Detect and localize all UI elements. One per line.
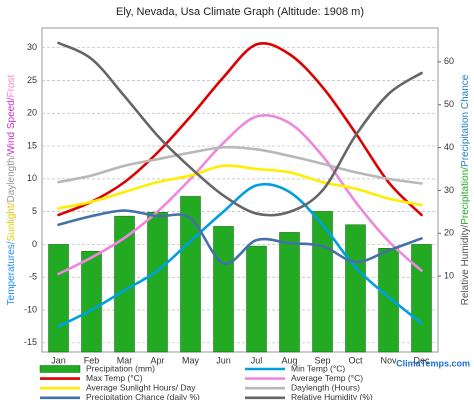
y-axis-label-part: Daylength/ — [6, 154, 17, 202]
legend-label: Min Temp (°C) — [291, 363, 345, 373]
legend-label: Max Temp (°C) — [86, 373, 143, 383]
y-tick-label: 0 — [32, 239, 37, 249]
x-tick-label: Oct — [348, 355, 363, 365]
y-axis-label-part: Temperatures/ — [6, 241, 17, 305]
line — [57, 145, 423, 185]
x-tick-label: May — [182, 355, 200, 365]
bar — [279, 232, 300, 353]
bar — [312, 211, 333, 353]
y-tick-label: -15 — [24, 337, 37, 347]
y2-tick-label: 60 — [444, 56, 454, 66]
y-tick-label: 20 — [27, 108, 37, 118]
line — [57, 164, 423, 210]
plot-area — [41, 27, 439, 353]
legend-label: Precipitation Chance (daily %) — [86, 392, 200, 400]
y2-tick-label: 10 — [444, 271, 454, 281]
x-tick-label: Jul — [251, 355, 263, 365]
y2-axis-label: Relative Humidity/Precipitation/Precipit… — [460, 74, 471, 305]
line — [57, 41, 423, 217]
y-tick-label: 15 — [27, 140, 37, 150]
x-tick-label: Aug — [281, 355, 297, 365]
x-tick-label: Apr — [150, 355, 164, 365]
y2-tick-label: 30 — [444, 185, 454, 195]
bar — [345, 224, 366, 353]
x-tick-label: Mar — [117, 355, 133, 365]
y2-tick-label: 50 — [444, 99, 454, 109]
y2-axis-label-part: Precipitation Chance — [460, 74, 471, 167]
legend-label: Relative Humidity (%) — [291, 392, 373, 400]
y-tick-label: -10 — [24, 304, 37, 314]
y-axis-label: Temperatures/Sunlight/Daylength/Wind Spe… — [6, 74, 17, 305]
legend-label: Average Temp (°C) — [291, 373, 363, 383]
y-tick-label: 30 — [27, 42, 37, 52]
y2-tick-label: 20 — [444, 228, 454, 238]
legend-label: Average Sunlight Hours/ Day — [86, 382, 196, 392]
y-tick-label: 10 — [27, 173, 37, 183]
x-tick-label: Jan — [51, 355, 66, 365]
y-axis-label-part: Sunlight/ — [6, 202, 17, 241]
chart-title: Ely, Nevada, Usa Climate Graph (Altitude… — [116, 6, 364, 18]
x-tick-label: Nov — [380, 355, 397, 365]
x-tick-label: Jun — [216, 355, 231, 365]
watermark: ClimaTemps.com — [396, 358, 470, 368]
line — [57, 209, 423, 265]
bar — [147, 212, 168, 353]
bar — [411, 244, 432, 353]
y-axis-label-part: Frost — [6, 74, 17, 97]
line — [57, 42, 423, 217]
y-tick-label: 5 — [32, 206, 37, 216]
legend-label: Daylength (Hours) — [291, 382, 360, 392]
line — [57, 182, 423, 328]
bar — [246, 245, 267, 353]
y2-tick-label: 40 — [444, 142, 454, 152]
x-tick-label: Sep — [314, 355, 330, 365]
bar — [81, 251, 102, 353]
bar — [48, 244, 69, 353]
bar — [378, 248, 399, 353]
y2-axis-label-part: Relative Humidity/ — [460, 225, 471, 306]
y-tick-label: 25 — [27, 75, 37, 85]
y-axis-label-part: Wind Speed/ — [6, 97, 17, 154]
bar — [213, 226, 234, 353]
legend-label: Precipitation (mm) — [86, 363, 155, 373]
y-tick-label: -5 — [29, 272, 37, 282]
x-tick-label: Feb — [84, 355, 100, 365]
line — [57, 113, 423, 276]
legend-swatch — [39, 365, 81, 373]
y2-axis-label-part: Precipitation/ — [460, 167, 471, 225]
x-tick-label: Dec — [413, 355, 430, 365]
